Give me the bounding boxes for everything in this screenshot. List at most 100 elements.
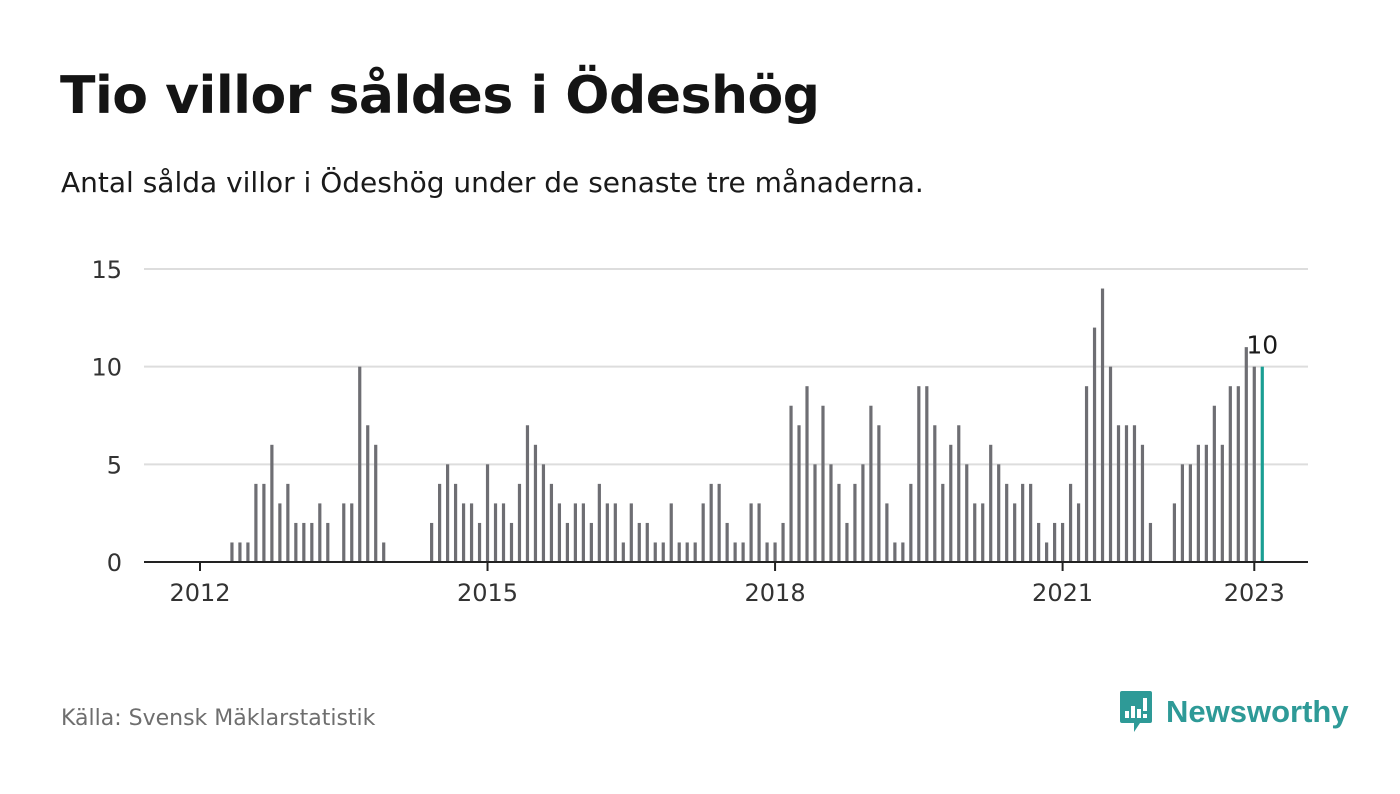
bar (509, 522, 514, 562)
bar (853, 483, 857, 562)
x-tick-label: 2021 (1032, 579, 1093, 607)
bar (909, 483, 913, 562)
bar (350, 503, 354, 562)
bar (693, 542, 697, 562)
bar (1228, 386, 1232, 562)
bar (493, 503, 498, 562)
brand[interactable]: Newsworthy (1118, 690, 1349, 734)
bar (533, 444, 538, 562)
bar (917, 386, 921, 562)
bar (1220, 444, 1224, 562)
bar (1236, 386, 1240, 562)
bar (246, 542, 250, 562)
bar (749, 503, 753, 562)
bar (430, 522, 434, 562)
bar (1108, 366, 1113, 562)
bar (230, 542, 234, 562)
bar (342, 503, 346, 562)
y-tick-label: 15 (91, 256, 122, 284)
axis-labels: 0 5 10 15 2012 2015 2018 2021 2023 10 (91, 256, 1284, 607)
bar (1180, 464, 1185, 562)
bar (310, 522, 314, 562)
bar (358, 366, 362, 562)
bar (717, 483, 721, 562)
bar (709, 483, 713, 562)
bar (1172, 503, 1177, 562)
y-tick-label: 10 (91, 354, 122, 382)
bar (302, 522, 306, 562)
bar (805, 386, 809, 562)
bar (621, 542, 625, 562)
bar (933, 425, 937, 562)
bar (645, 522, 649, 562)
bar (1037, 522, 1041, 562)
bar (989, 444, 993, 562)
last-value-label: 10 (1246, 331, 1278, 360)
bar (1013, 503, 1017, 562)
bar (981, 503, 985, 562)
bar (661, 542, 665, 562)
bar (286, 483, 290, 562)
bar (781, 522, 785, 562)
bar (613, 503, 617, 562)
bar (813, 464, 817, 562)
bar (597, 483, 601, 562)
bar (773, 542, 777, 562)
x-tick-label: 2012 (169, 579, 230, 607)
bar (1076, 503, 1081, 562)
bar (1196, 444, 1200, 562)
x-tick-label: 2018 (745, 579, 806, 607)
bar (469, 503, 474, 562)
bar (278, 503, 282, 562)
chart-subtitle: Antal sålda villor i Ödeshög under de se… (61, 166, 924, 199)
bar (925, 386, 929, 562)
bars (230, 288, 1264, 562)
bar (1029, 483, 1033, 562)
bar (901, 542, 905, 562)
bar (893, 542, 897, 562)
bar (1021, 483, 1025, 562)
bar (1068, 483, 1073, 562)
bar (1045, 542, 1049, 562)
bar (965, 464, 969, 562)
bar (1060, 522, 1065, 562)
bar (637, 522, 641, 562)
bar (382, 542, 386, 562)
bar (589, 522, 593, 562)
bar (1116, 425, 1121, 562)
chart-title: Tio villor såldes i Ödeshög (60, 66, 820, 126)
bar (541, 464, 546, 562)
bar (861, 464, 865, 562)
grid-lines (144, 268, 1308, 466)
bar (1092, 327, 1097, 562)
bar (1140, 444, 1145, 562)
bar (741, 542, 745, 562)
brand-name: Newsworthy (1166, 694, 1349, 729)
bar (318, 503, 322, 562)
bar (549, 483, 554, 562)
bar (1148, 522, 1153, 562)
bar (765, 542, 769, 562)
bar (461, 503, 466, 562)
bar (1100, 288, 1105, 562)
bar (797, 425, 801, 562)
bar (485, 464, 490, 562)
source-note: Källa: Svensk Mäklarstatistik (61, 706, 376, 731)
bar (733, 542, 737, 562)
bar (254, 483, 258, 562)
bar (294, 522, 298, 562)
bar (1244, 347, 1248, 562)
bar (445, 464, 450, 562)
bar (1188, 464, 1192, 562)
bar (997, 464, 1001, 562)
bar-highlight (1260, 366, 1264, 562)
bar (262, 483, 266, 562)
bar (565, 522, 570, 562)
bar (869, 405, 873, 562)
bar (1204, 444, 1208, 562)
bar (573, 503, 577, 562)
bar (725, 522, 729, 562)
newsworthy-logo-icon (1120, 691, 1152, 732)
bar (1212, 405, 1216, 562)
